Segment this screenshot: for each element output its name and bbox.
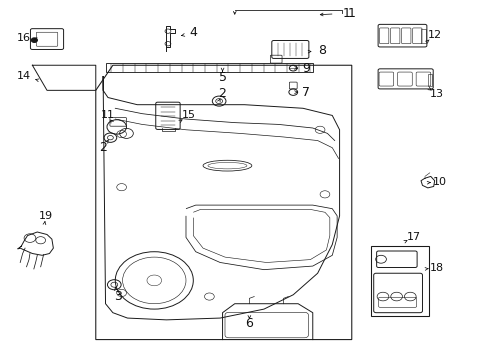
Text: 18: 18 (429, 263, 443, 273)
Text: 10: 10 (432, 177, 446, 187)
Bar (370, 246, 428, 316)
Text: 11: 11 (101, 111, 115, 121)
Text: 17: 17 (407, 232, 420, 242)
Bar (420, 29, 425, 43)
Text: 14: 14 (17, 71, 31, 81)
Text: 2: 2 (99, 141, 107, 154)
Text: 19: 19 (39, 211, 53, 221)
Text: 15: 15 (181, 111, 195, 121)
Text: 12: 12 (427, 30, 441, 40)
Text: 5: 5 (218, 71, 226, 84)
Text: 4: 4 (189, 27, 197, 40)
Bar (105, 63, 312, 72)
Text: 3: 3 (114, 290, 122, 303)
Text: 13: 13 (429, 89, 443, 99)
Text: 1: 1 (342, 7, 350, 20)
Circle shape (31, 38, 37, 42)
Text: 8: 8 (318, 44, 326, 57)
Bar (427, 74, 431, 86)
Text: 16: 16 (17, 33, 31, 43)
Text: 1: 1 (347, 7, 355, 20)
Text: 9: 9 (302, 62, 309, 75)
Text: 6: 6 (245, 317, 253, 330)
Text: 7: 7 (302, 86, 310, 99)
Text: 2: 2 (218, 87, 226, 100)
